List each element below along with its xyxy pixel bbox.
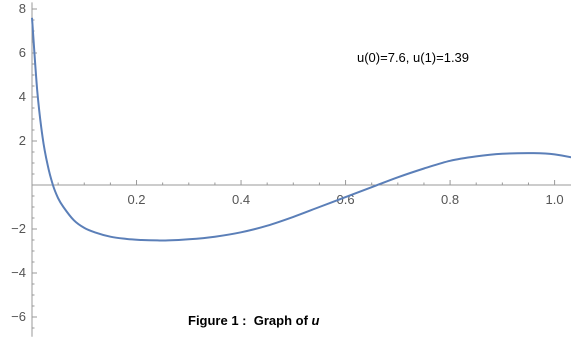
x-axis-ticks: 0.20.40.60.81.01.21.4 [57,180,564,207]
x-tick-label: 0.2 [127,192,145,207]
x-tick-label: 0.4 [232,192,250,207]
x-tick-label: 0.8 [441,192,459,207]
y-tick-label: −2 [11,221,26,236]
y-tick-label: 4 [19,89,26,104]
chart-annotation: u(0)=7.6, u(1)=1.39 [357,50,469,65]
series-line-u [31,17,571,242]
y-tick-label: 8 [19,1,26,16]
y-axis-ticks: −6 −4 −2 2 4 6 8 [11,1,37,329]
y-tick-label: 2 [19,133,26,148]
y-tick-label: 6 [19,45,26,60]
figure-caption-prefix: Figure 1 : Graph of [188,313,312,328]
figure-caption: Figure 1 : Graph of u [188,313,320,328]
y-tick-label: −4 [11,265,26,280]
x-tick-label: 1.0 [546,192,564,207]
figure-caption-variable: u [312,313,320,328]
y-tick-label: −6 [11,309,26,324]
chart-axes [31,2,571,337]
